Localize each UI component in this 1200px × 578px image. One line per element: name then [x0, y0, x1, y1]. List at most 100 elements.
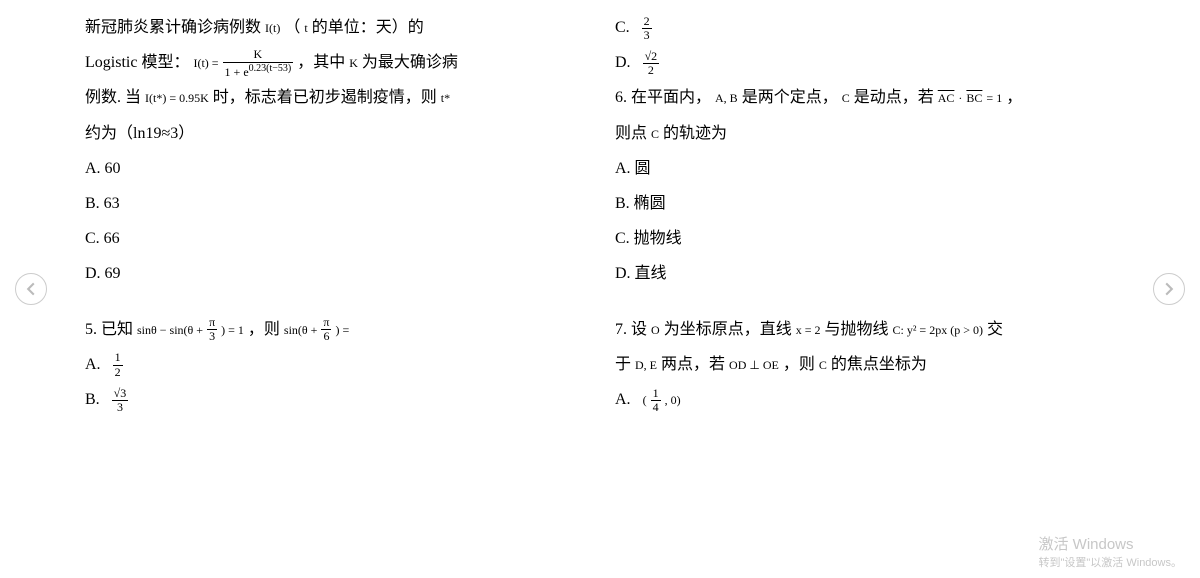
text: 时，标志着已初步遏制疫情，则 [213, 89, 437, 106]
spacer [615, 292, 1115, 312]
q5-option-c: C. 2 3 [615, 10, 1115, 45]
math-vec: BC [966, 91, 982, 105]
math-fraction: π 3 [207, 316, 217, 343]
right-column: C. 2 3 D. √2 2 6. 在平面内， A, B 是两个定点， C 是动… [600, 10, 1130, 568]
fraction-den: 6 [321, 330, 331, 343]
math-var: C [651, 127, 659, 141]
fraction-num: 2 [642, 15, 652, 29]
q4-line1: 新冠肺炎累计确诊病例数 I(t) （ t 的单位：天）的 [85, 10, 585, 45]
math-expr: OD ⊥ OE [729, 358, 779, 372]
math-fraction: π 6 [321, 316, 331, 343]
math-dot: · [958, 91, 962, 105]
text: 两点，若 [661, 356, 725, 373]
option-c: C. 66 [85, 221, 585, 256]
exponent: 0.23(t−53) [249, 63, 292, 74]
math-expr: sinθ − sin(θ + [137, 323, 203, 337]
text: 于 [615, 356, 631, 373]
next-page-button[interactable] [1153, 273, 1185, 305]
math-var: D, E [635, 358, 657, 372]
math-expr: I(t*) = 0.95K [145, 91, 209, 105]
text: 与抛物线 [824, 321, 888, 338]
math-fraction: √3 3 [112, 387, 129, 414]
fraction-den: 3 [207, 330, 217, 343]
q5-option-a: A. 1 2 [85, 347, 585, 382]
q6-option-c: C. 抛物线 [615, 221, 1115, 256]
math-var: A, B [715, 91, 738, 105]
q7-line1: 7. 设 O 为坐标原点，直线 x = 2 与抛物线 C: y² = 2px (… [615, 312, 1115, 347]
text: ，则 [248, 321, 280, 338]
math-expr: ) = [335, 323, 349, 337]
text: 则点 [615, 125, 647, 142]
math-var: O [651, 323, 660, 337]
text: 6. 在平面内， [615, 89, 711, 106]
option-label: A. [85, 356, 101, 373]
text: ，其中 [297, 54, 345, 71]
text: 例数. 当 [85, 89, 141, 106]
q4-line3: 例数. 当 I(t*) = 0.95K 时，标志着已初步遏制疫情，则 t* [85, 80, 585, 115]
fraction-den: 2 [643, 64, 660, 77]
math-var: C [842, 91, 850, 105]
fraction-num: 1 [651, 387, 661, 401]
math-lhs: I(t) = [193, 56, 218, 70]
paren-open: ( [643, 393, 647, 407]
math-var: K [349, 56, 358, 70]
option-d: D. 69 [85, 256, 585, 291]
math-expr: sin(θ + [284, 323, 318, 337]
prev-page-button[interactable] [15, 273, 47, 305]
math-var: t [304, 21, 307, 35]
text: ，则 [783, 356, 815, 373]
q4-line2: Logistic 模型： I(t) = K 1 + e0.23(t−53) ，其… [85, 45, 585, 80]
q7-line2: 于 D, E 两点，若 OD ⊥ OE ，则 C 的焦点坐标为 [615, 347, 1115, 382]
text: 交 [987, 321, 1003, 338]
text: 7. 设 [615, 321, 647, 338]
q6-line1: 6. 在平面内， A, B 是两个定点， C 是动点，若 AC · BC = 1… [615, 80, 1115, 115]
fraction-den: 3 [642, 29, 652, 42]
option-label: B. [85, 391, 100, 408]
text: Logistic 模型： [85, 54, 189, 71]
text: 5. 已知 [85, 321, 133, 338]
text: 的单位：天）的 [312, 19, 424, 36]
math-expr: ) = 1 [221, 323, 244, 337]
document-page: 新冠肺炎累计确诊病例数 I(t) （ t 的单位：天）的 Logistic 模型… [0, 0, 1200, 578]
math-fraction: 1 4 [651, 387, 661, 414]
fraction-den: 4 [651, 401, 661, 414]
q6-line2: 则点 C 的轨迹为 [615, 116, 1115, 151]
fraction-den: 3 [112, 401, 129, 414]
option-a: A. 60 [85, 151, 585, 186]
text: 的轨迹为 [663, 125, 727, 142]
left-column: 新冠肺炎累计确诊病例数 I(t) （ t 的单位：天）的 Logistic 模型… [70, 10, 600, 568]
fraction-num: √2 [643, 50, 660, 64]
math-var: C [819, 358, 827, 372]
watermark-line2: 转到"设置"以激活 Windows。 [1039, 554, 1183, 570]
fraction-den: 1 + e0.23(t−53) [223, 63, 294, 79]
math-expr: x = 2 [796, 323, 821, 337]
q6-option-d: D. 直线 [615, 256, 1115, 291]
option-label: D. [615, 54, 631, 71]
text: （ [284, 19, 300, 36]
chevron-left-icon [24, 282, 38, 296]
fraction-num: π [321, 316, 331, 330]
math-fraction: √2 2 [643, 50, 660, 77]
paren-close: , 0) [665, 393, 681, 407]
q5-option-d: D. √2 2 [615, 45, 1115, 80]
text: 是动点，若 [854, 89, 934, 106]
option-b: B. 63 [85, 186, 585, 221]
text: 为最大确诊病 [362, 54, 458, 71]
text: ， [1006, 89, 1022, 106]
fraction-num: 1 [113, 351, 123, 365]
text: 的焦点坐标为 [831, 356, 927, 373]
math-fraction: K 1 + e0.23(t−53) [223, 48, 294, 78]
option-label: A. [615, 391, 631, 408]
windows-activation-watermark: 激活 Windows 转到"设置"以激活 Windows。 [1039, 533, 1183, 570]
math-fraction: 2 3 [642, 15, 652, 42]
text: 是两个定点， [742, 89, 838, 106]
math-vec: AC [938, 91, 955, 105]
q6-option-a: A. 圆 [615, 151, 1115, 186]
q5-stem: 5. 已知 sinθ − sin(θ + π 3 ) = 1 ，则 sin(θ … [85, 312, 585, 347]
q6-option-b: B. 椭圆 [615, 186, 1115, 221]
watermark-line1: 激活 Windows [1039, 533, 1183, 554]
spacer [85, 292, 585, 312]
math-expr: C: y² = 2px (p > 0) [893, 323, 983, 337]
text: 1 + e [225, 65, 249, 79]
fraction-num: K [223, 48, 294, 62]
